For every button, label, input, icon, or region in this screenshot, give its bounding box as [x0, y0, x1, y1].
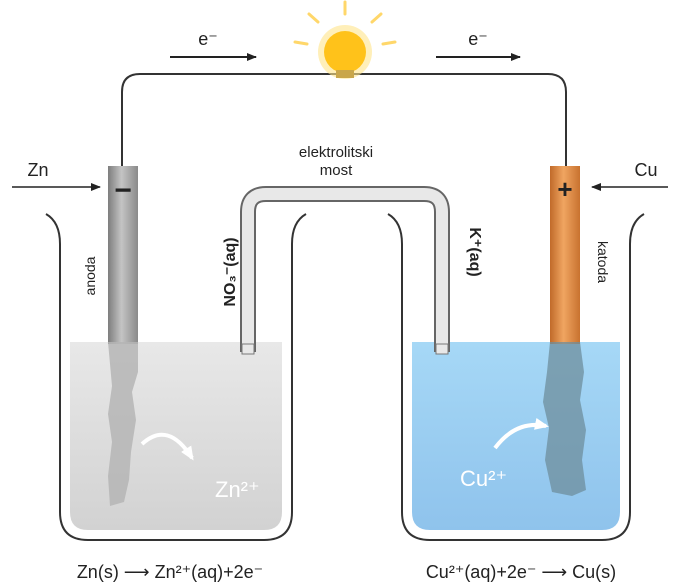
anode-reaction: Zn(s) ⟶ Zn²⁺(aq)+2e⁻: [77, 562, 263, 582]
salt-bridge: [240, 186, 450, 352]
electron-label-right: e⁻: [468, 29, 488, 49]
cathode-sign: +: [557, 174, 572, 204]
anode-metal-label: Zn: [27, 160, 48, 180]
curved-arrow-icon: [493, 417, 549, 450]
potassium-ion-label: K⁺(aq): [466, 227, 483, 276]
curved-arrow-icon: [140, 432, 194, 461]
salt-bridge-label-line2: most: [320, 162, 353, 179]
nitrate-ion-label: NO₃⁻(aq): [222, 237, 239, 306]
copper-solution: [412, 342, 620, 530]
copper-deposit: [543, 342, 586, 496]
anode-name-label: anoda: [82, 256, 98, 295]
zinc-ion-label: Zn²⁺: [215, 477, 260, 502]
copper-electrode: [550, 166, 580, 344]
cathode-metal-label: Cu: [634, 160, 657, 180]
left-beaker: [45, 213, 307, 541]
electron-label-left: e⁻: [198, 29, 218, 49]
copper-ion-label: Cu²⁺: [460, 466, 507, 491]
salt-bridge-label-line1: elektrolitski: [299, 144, 373, 161]
cathode-reaction: Cu²⁺(aq)+2e⁻ ⟶ Cu(s): [426, 562, 616, 582]
zinc-electrode-corroded: [108, 342, 138, 506]
light-bulb-icon: [293, 0, 397, 79]
right-beaker: [387, 213, 645, 541]
cathode-name-label: katoda: [595, 241, 611, 283]
zinc-electrode: [108, 166, 138, 344]
anode-sign: −: [114, 174, 132, 207]
